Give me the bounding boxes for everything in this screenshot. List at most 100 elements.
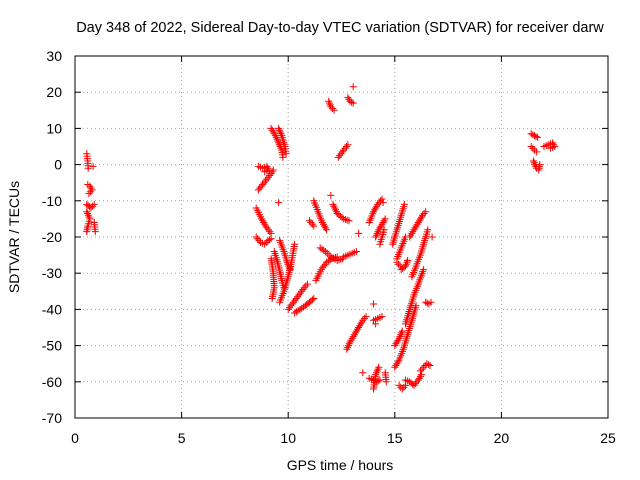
x-axis-label: GPS time / hours — [287, 457, 394, 473]
grid-layer — [75, 56, 608, 418]
data-point-marker — [259, 217, 267, 225]
data-point-marker — [319, 264, 327, 272]
data-point-marker — [393, 338, 401, 346]
data-point-marker — [372, 320, 380, 328]
data-point-marker — [343, 345, 351, 353]
data-point-marker — [415, 217, 423, 225]
data-point-marker — [90, 200, 98, 208]
data-point-marker — [287, 302, 295, 310]
data-point-marker — [292, 295, 300, 302]
data-point-marker — [275, 126, 283, 134]
data-point-marker — [259, 181, 267, 188]
data-point-marker — [273, 135, 281, 143]
data-point-marker — [536, 161, 544, 169]
data-point-marker — [320, 262, 328, 270]
data-point-marker — [394, 358, 402, 366]
data-point-marker — [382, 378, 390, 386]
x-tick-label: 15 — [387, 430, 403, 446]
data-point-marker — [310, 295, 318, 302]
data-point-marker — [274, 137, 282, 145]
data-point-marker — [328, 105, 336, 112]
data-point-marker — [527, 130, 535, 138]
data-point-marker — [349, 99, 357, 107]
data-point-marker — [296, 289, 304, 297]
data-point-marker — [254, 186, 262, 194]
data-point-marker — [86, 203, 94, 211]
data-point-marker — [546, 144, 554, 152]
data-point-marker — [266, 228, 274, 236]
data-point-marker — [395, 260, 402, 268]
data-point-marker — [413, 378, 421, 386]
data-point-marker — [306, 217, 313, 225]
data-point-marker — [420, 210, 428, 217]
data-point-marker — [325, 99, 333, 107]
data-point-marker — [372, 233, 380, 241]
data-point-marker — [376, 224, 384, 232]
data-point-marker — [380, 226, 388, 234]
y-tick-label: 20 — [46, 84, 62, 100]
data-point-marker — [378, 220, 386, 228]
data-point-marker — [252, 233, 260, 241]
data-point-marker — [372, 371, 380, 379]
data-point-marker — [268, 126, 276, 134]
y-tick-label: -50 — [42, 338, 62, 354]
data-point-marker — [277, 144, 285, 152]
data-point-marker — [323, 249, 331, 257]
chart-title: Day 348 of 2022, Sidereal Day-to-day VTE… — [76, 20, 604, 36]
data-point-marker — [344, 141, 352, 149]
data-point-marker — [411, 224, 419, 232]
data-point-marker — [323, 226, 331, 234]
data-point-marker — [358, 318, 366, 326]
data-point-marker — [397, 331, 405, 339]
data-point-marker — [261, 240, 269, 248]
data-point-marker — [276, 128, 284, 136]
data-point-marker — [400, 200, 408, 208]
data-point-marker — [83, 208, 91, 216]
data-point-marker — [373, 367, 381, 375]
data-point-marker — [325, 251, 333, 259]
data-point-marker — [350, 331, 358, 339]
data-point-marker — [307, 219, 315, 226]
data-point-marker — [411, 380, 419, 388]
data-point-marker — [334, 153, 342, 161]
x-tick-label: 5 — [178, 430, 186, 446]
data-point-marker — [346, 97, 354, 105]
data-point-marker — [330, 106, 338, 114]
data-point-marker — [258, 215, 265, 223]
data-point-marker — [414, 376, 422, 384]
data-point-marker — [84, 164, 92, 172]
data-point-marker — [262, 177, 269, 185]
data-point-marker — [413, 220, 421, 228]
data-point-marker — [84, 210, 91, 217]
data-point-marker — [85, 190, 93, 198]
data-point-marker — [354, 325, 361, 333]
data-point-marker — [427, 298, 435, 306]
data-point-marker — [284, 305, 292, 313]
data-point-marker — [322, 248, 329, 255]
data-point-marker — [530, 159, 538, 167]
data-point-marker — [355, 324, 363, 331]
points-layer — [83, 83, 559, 393]
data-point-marker — [288, 300, 296, 308]
data-point-marker — [308, 296, 316, 304]
data-point-marker — [406, 233, 414, 241]
data-point-marker — [416, 367, 424, 375]
data-point-marker — [340, 215, 348, 223]
data-point-marker — [310, 222, 318, 230]
data-point-marker — [533, 148, 541, 156]
data-point-marker — [264, 237, 272, 245]
data-point-marker — [267, 235, 275, 243]
data-point-marker — [424, 226, 432, 234]
data-point-marker — [302, 282, 310, 290]
data-point-marker — [355, 229, 363, 237]
data-point-marker — [279, 153, 287, 161]
data-point-marker — [87, 204, 95, 212]
data-point-marker — [373, 229, 381, 237]
data-point-marker — [407, 231, 415, 239]
data-point-marker — [416, 215, 424, 223]
data-point-marker — [295, 291, 303, 299]
data-point-marker — [529, 144, 537, 152]
y-tick-label: -10 — [42, 193, 62, 209]
data-point-marker — [378, 195, 386, 203]
data-point-marker — [400, 383, 408, 391]
